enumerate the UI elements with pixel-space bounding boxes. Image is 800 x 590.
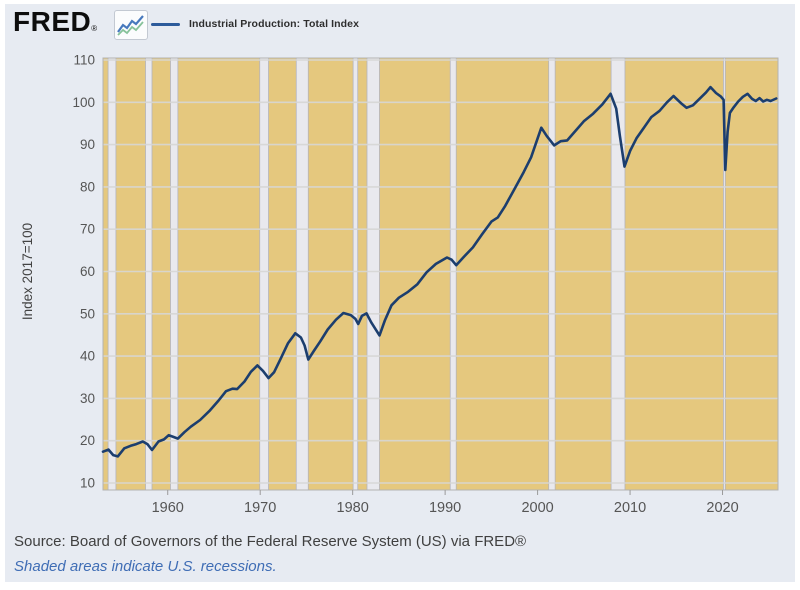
recession-band <box>170 57 179 491</box>
x-tick-label: 1980 <box>337 500 369 516</box>
recession-band <box>259 57 269 491</box>
chart-area[interactable]: 1960 1970 1980 1990 2000 2010 2020 10 20 30 40 50 60… <box>5 34 795 529</box>
recession-band <box>352 57 359 491</box>
chart-canvas[interactable]: 1960 1970 1980 1990 2000 2010 2020 10 20 30 40 50 60… <box>5 34 795 529</box>
x-tick-label: 1970 <box>244 500 276 516</box>
y-tick-label: 20 <box>80 433 95 448</box>
y-axis-title: Index 2017=100 <box>20 223 35 320</box>
y-tick-label: 50 <box>80 306 95 321</box>
plot-background <box>103 58 778 490</box>
y-tick-label: 70 <box>80 222 95 237</box>
recession-note-link[interactable]: Shaded areas indicate U.S. recessions. <box>14 558 277 575</box>
x-tick-label: 2010 <box>614 500 646 516</box>
recession-band <box>548 57 556 491</box>
fred-chart-icon <box>114 10 148 40</box>
y-tick-label: 40 <box>80 349 95 364</box>
source-text: Source: Board of Governors of the Federa… <box>14 533 527 550</box>
y-tick-label: 100 <box>72 95 95 110</box>
recession-band <box>145 57 153 491</box>
recession-band <box>366 57 380 491</box>
registered-mark: ® <box>91 24 98 33</box>
fred-logo[interactable]: FRED® <box>13 6 98 38</box>
data-line[interactable] <box>101 85 778 458</box>
fred-chart-card: FRED® Industrial Production: Total Index… <box>5 4 795 582</box>
fred-logo-text: FRED <box>13 6 92 37</box>
x-tick-label: 2000 <box>521 500 553 516</box>
chart-header: FRED® Industrial Production: Total Index <box>5 4 795 44</box>
y-tick-label: 80 <box>80 179 95 194</box>
y-tick-label: 90 <box>80 137 95 152</box>
line-chart-icon <box>117 15 144 36</box>
legend-line-swatch <box>151 22 180 26</box>
x-tick-label: 1990 <box>429 500 461 516</box>
y-tick-label: 60 <box>80 264 95 279</box>
y-tick-label: 30 <box>80 391 95 406</box>
plot-border <box>102 57 779 491</box>
x-tick-label: 1960 <box>152 500 184 516</box>
y-tick-label: 110 <box>73 53 95 68</box>
y-tick-label: 10 <box>80 476 95 491</box>
recession-band <box>449 57 457 491</box>
legend-series-label: Industrial Production: Total Index <box>189 18 360 30</box>
recession-band <box>107 57 117 491</box>
x-tick-label: 2020 <box>706 500 738 516</box>
recession-band <box>295 57 309 491</box>
chart-legend[interactable]: Industrial Production: Total Index <box>151 12 359 36</box>
